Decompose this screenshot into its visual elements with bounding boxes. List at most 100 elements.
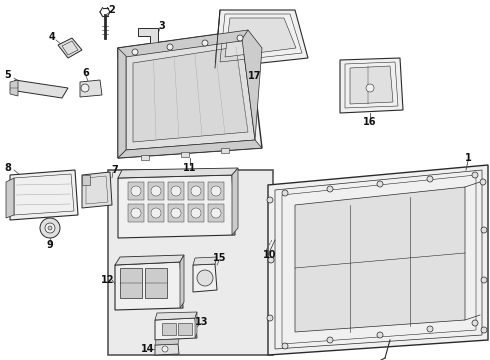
Polygon shape [155, 344, 179, 355]
Text: 3: 3 [159, 21, 166, 31]
Circle shape [237, 35, 243, 41]
Circle shape [211, 208, 221, 218]
Polygon shape [82, 175, 90, 185]
Polygon shape [188, 182, 204, 200]
Polygon shape [232, 168, 238, 235]
Bar [181, 152, 189, 157]
Polygon shape [118, 30, 248, 58]
Polygon shape [215, 10, 308, 68]
Text: 11: 11 [183, 163, 197, 173]
Polygon shape [148, 204, 164, 222]
Text: 13: 13 [195, 317, 209, 327]
Polygon shape [58, 38, 82, 58]
Circle shape [377, 332, 383, 338]
Polygon shape [126, 39, 255, 150]
Circle shape [191, 208, 201, 218]
Bar [141, 155, 149, 160]
Polygon shape [118, 168, 238, 178]
Polygon shape [195, 312, 197, 338]
Circle shape [366, 84, 374, 92]
Circle shape [481, 277, 487, 283]
Text: 6: 6 [83, 68, 89, 78]
Circle shape [427, 176, 433, 182]
Circle shape [268, 257, 274, 263]
Polygon shape [115, 262, 183, 310]
Circle shape [327, 186, 333, 192]
Polygon shape [268, 165, 488, 355]
Text: 5: 5 [4, 70, 11, 80]
Polygon shape [188, 204, 204, 222]
Bar [162, 323, 176, 335]
Polygon shape [295, 187, 465, 332]
Circle shape [202, 40, 208, 46]
Circle shape [427, 326, 433, 332]
Circle shape [282, 343, 288, 349]
Circle shape [45, 223, 55, 233]
Circle shape [472, 320, 478, 326]
Polygon shape [128, 182, 144, 200]
Polygon shape [118, 175, 235, 238]
Text: 10: 10 [263, 250, 277, 260]
Circle shape [151, 186, 161, 196]
Polygon shape [133, 47, 248, 142]
Polygon shape [118, 48, 126, 158]
Bar [221, 148, 229, 153]
Circle shape [131, 208, 141, 218]
Text: 8: 8 [4, 163, 11, 173]
Bar [108, 170, 273, 355]
Circle shape [377, 181, 383, 187]
Polygon shape [168, 182, 184, 200]
Polygon shape [193, 264, 217, 292]
Polygon shape [168, 204, 184, 222]
Circle shape [167, 44, 173, 50]
Circle shape [151, 208, 161, 218]
Circle shape [197, 270, 213, 286]
Polygon shape [80, 80, 102, 97]
Circle shape [267, 315, 273, 321]
Polygon shape [208, 204, 224, 222]
Circle shape [40, 218, 60, 238]
Polygon shape [6, 178, 14, 218]
Polygon shape [82, 172, 112, 208]
Circle shape [472, 172, 478, 178]
Text: 7: 7 [112, 165, 119, 175]
Text: 14: 14 [141, 344, 155, 354]
Polygon shape [193, 257, 217, 265]
Text: 15: 15 [213, 253, 227, 263]
Circle shape [481, 327, 487, 333]
Polygon shape [350, 66, 393, 104]
Circle shape [191, 186, 201, 196]
Polygon shape [242, 30, 262, 140]
Circle shape [171, 208, 181, 218]
Text: 1: 1 [465, 153, 471, 163]
Text: 9: 9 [47, 240, 53, 250]
Polygon shape [10, 80, 18, 96]
Circle shape [131, 186, 141, 196]
Polygon shape [148, 182, 164, 200]
Circle shape [211, 186, 221, 196]
Circle shape [267, 197, 273, 203]
Polygon shape [180, 255, 184, 308]
Polygon shape [115, 255, 184, 265]
Polygon shape [155, 339, 179, 345]
Text: 2: 2 [109, 5, 115, 15]
Polygon shape [155, 318, 197, 340]
Bar [178, 323, 192, 335]
Text: 16: 16 [363, 117, 377, 127]
Text: 4: 4 [49, 32, 55, 42]
Circle shape [81, 84, 89, 92]
Bar [145, 268, 167, 298]
Polygon shape [10, 80, 68, 98]
Text: 17: 17 [248, 71, 262, 81]
Polygon shape [155, 312, 197, 320]
Circle shape [162, 346, 168, 352]
Polygon shape [118, 140, 262, 158]
Polygon shape [208, 182, 224, 200]
Polygon shape [118, 30, 262, 158]
Bar [120, 268, 142, 298]
Circle shape [48, 226, 52, 230]
Polygon shape [10, 170, 78, 220]
Polygon shape [138, 28, 158, 48]
Circle shape [282, 190, 288, 196]
Polygon shape [225, 18, 296, 57]
